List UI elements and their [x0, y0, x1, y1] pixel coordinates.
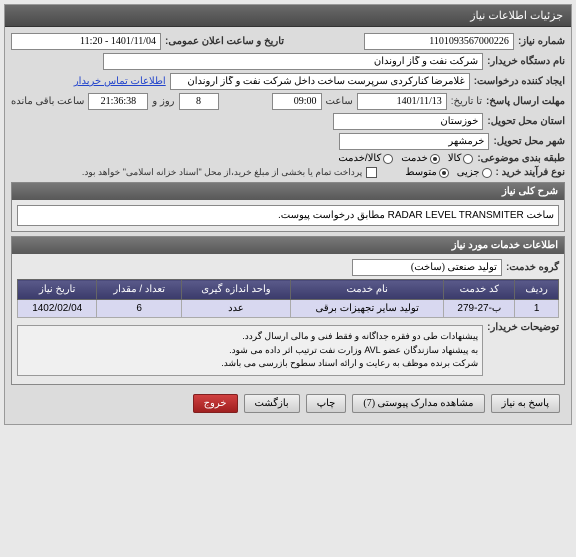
- td-date: 1402/02/04: [18, 300, 97, 318]
- buytype-radios: جزیی متوسط: [405, 167, 491, 178]
- hour-label-1: ساعت: [326, 96, 353, 107]
- desc-header: شرح کلی نیاز: [12, 183, 564, 200]
- th-code: کد خدمت: [444, 280, 515, 300]
- motavaset-label: متوسط: [405, 167, 436, 178]
- buyer-notes: پیشنهادات طی دو فقره جداگانه و فقط فنی و…: [17, 325, 483, 376]
- td-name: تولید سایر تجهیزات برقی: [290, 300, 444, 318]
- attachments-button[interactable]: مشاهده مدارک پیوستی (7): [352, 394, 484, 413]
- desc-panel: شرح کلی نیاز ساخت RADAR LEVEL TRANSMITER…: [11, 182, 565, 232]
- need-no-label: شماره نیاز:: [518, 36, 565, 47]
- buyer-notes-label: توضیحات خریدار:: [487, 322, 559, 333]
- buytype-label: نوع فرآیند خرید :: [496, 167, 565, 178]
- kala-radio[interactable]: [463, 154, 473, 164]
- form-body: شماره نیاز: تاریخ و ساعت اعلان عمومی: نا…: [5, 27, 571, 424]
- province-label: استان محل تحویل:: [487, 116, 565, 127]
- services-table: ردیف کد خدمت نام خدمت واحد اندازه گیری ت…: [17, 279, 559, 318]
- td-code: ب-27-279: [444, 300, 515, 318]
- th-qty: تعداد / مقدار: [97, 280, 181, 300]
- details-panel: جزئیات اطلاعات نیاز شماره نیاز: تاریخ و …: [4, 4, 572, 425]
- requester-field[interactable]: [170, 73, 470, 90]
- td-rownum: 1: [515, 300, 559, 318]
- contact-link[interactable]: اطلاعات تماس خریدار: [74, 76, 166, 87]
- city-label: شهر محل تحویل:: [493, 136, 565, 147]
- jozi-label: جزیی: [457, 167, 480, 178]
- exit-button[interactable]: خروج: [193, 394, 238, 413]
- kala-khadamat-radio[interactable]: [383, 154, 393, 164]
- until-label: تا تاریخ:: [451, 96, 482, 107]
- buttons-row: پاسخ به نیاز مشاهده مدارک پیوستی (7) چاپ…: [11, 389, 565, 418]
- day-and-label: روز و: [152, 96, 174, 107]
- print-button[interactable]: چاپ: [306, 394, 347, 413]
- service-group-label: گروه خدمت:: [506, 262, 559, 273]
- days-field[interactable]: [179, 93, 219, 110]
- kala-label: کالا: [448, 153, 462, 164]
- th-name: نام خدمت: [290, 280, 444, 300]
- payment-note: پرداخت تمام یا بخشی از مبلغ خرید،از محل …: [82, 167, 362, 178]
- announce-field[interactable]: [11, 33, 161, 50]
- category-radios: کالا خدمت کالا/خدمت: [338, 153, 473, 164]
- buyer-field[interactable]: [103, 53, 483, 70]
- services-header: اطلاعات خدمات مورد نیاز: [12, 237, 564, 254]
- th-date: تاریخ نیاز: [18, 280, 97, 300]
- services-panel: اطلاعات خدمات مورد نیاز گروه خدمت: ردیف …: [11, 236, 565, 385]
- td-qty: 6: [97, 300, 181, 318]
- khadamat-radio[interactable]: [430, 154, 440, 164]
- jozi-radio[interactable]: [482, 168, 492, 178]
- table-row[interactable]: 1 ب-27-279 تولید سایر تجهیزات برقی عدد 6…: [18, 300, 559, 318]
- reply-button[interactable]: پاسخ به نیاز: [491, 394, 561, 413]
- kala-khadamat-label: کالا/خدمت: [338, 153, 381, 164]
- deadline-label: مهلت ارسال پاسخ:: [486, 96, 565, 107]
- countdown-field[interactable]: [88, 93, 148, 110]
- service-group-field[interactable]: [352, 259, 502, 276]
- buyer-label: نام دستگاه خریدار:: [487, 56, 565, 67]
- td-unit: عدد: [181, 300, 290, 318]
- remaining-label: ساعت باقی مانده: [11, 96, 84, 107]
- need-no-field[interactable]: [364, 33, 514, 50]
- desc-text: ساخت RADAR LEVEL TRANSMITER مطابق درخواس…: [17, 205, 559, 226]
- motavaset-radio[interactable]: [439, 168, 449, 178]
- province-field[interactable]: [333, 113, 483, 130]
- th-unit: واحد اندازه گیری: [181, 280, 290, 300]
- category-label: طبقه بندی موضوعی:: [477, 153, 565, 164]
- th-row: ردیف: [515, 280, 559, 300]
- panel-title: جزئیات اطلاعات نیاز: [5, 5, 571, 27]
- city-field[interactable]: [339, 133, 489, 150]
- announce-label: تاریخ و ساعت اعلان عمومی:: [165, 36, 284, 47]
- requester-label: ایجاد کننده درخواست:: [474, 76, 565, 87]
- khadamat-label: خدمت: [401, 153, 428, 164]
- deadline-date[interactable]: [357, 93, 447, 110]
- back-button[interactable]: بازگشت: [244, 394, 300, 413]
- treasury-checkbox[interactable]: [366, 167, 377, 178]
- deadline-hour[interactable]: [272, 93, 322, 110]
